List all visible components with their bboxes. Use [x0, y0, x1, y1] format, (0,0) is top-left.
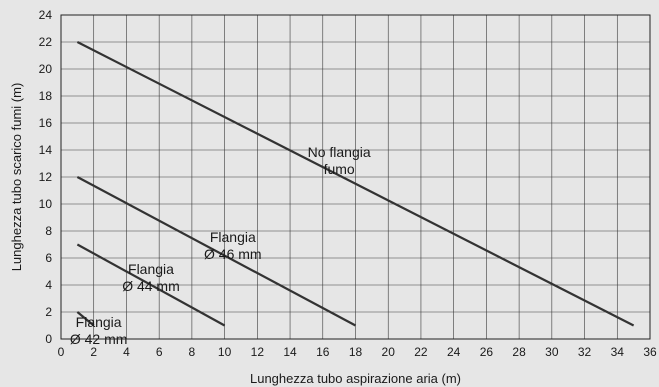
x-tick-label: 0	[58, 345, 65, 359]
series-label: No flangia fumo	[308, 144, 371, 177]
x-tick-label: 6	[156, 345, 163, 359]
y-tick-label: 8	[45, 224, 52, 238]
y-tick-label: 20	[39, 62, 53, 76]
x-tick-label: 8	[189, 345, 196, 359]
x-tick-label: 36	[643, 345, 657, 359]
x-tick-label: 20	[382, 345, 396, 359]
x-tick-label: 34	[611, 345, 625, 359]
x-tick-label: 28	[512, 345, 526, 359]
x-tick-label: 26	[480, 345, 494, 359]
series-label: Flangia Ø 42 mm	[70, 314, 128, 347]
y-tick-label: 12	[39, 170, 53, 184]
y-tick-label: 18	[39, 89, 53, 103]
x-tick-label: 32	[578, 345, 592, 359]
y-tick-label: 24	[39, 8, 53, 22]
series-line	[76, 243, 226, 327]
x-tick-label: 24	[447, 345, 461, 359]
x-tick-label: 12	[251, 345, 265, 359]
x-tick-label: 18	[349, 345, 363, 359]
series-labels: No flangia fumo Flangia Ø 46 mm Flangia Ø 44 …	[70, 144, 371, 347]
y-axis-label: Lunghezza tubo scarico fumi (m)	[9, 83, 24, 272]
x-tick-label: 16	[316, 345, 330, 359]
x-axis-label: Lunghezza tubo aspirazione aria (m)	[250, 371, 461, 386]
x-tick-label: 14	[283, 345, 297, 359]
x-tick-label: 4	[123, 345, 130, 359]
y-tick-label: 4	[45, 278, 52, 292]
y-tick-label: 16	[39, 116, 53, 130]
series-label: Flangia Ø 44 mm	[122, 261, 180, 294]
plot-frame	[60, 14, 651, 340]
x-tick-label: 10	[218, 345, 232, 359]
series-line	[76, 41, 635, 327]
y-tick-label: 22	[39, 35, 53, 49]
y-tick-label: 10	[39, 197, 53, 211]
series-line	[76, 311, 95, 327]
y-tick-label: 0	[45, 332, 52, 346]
y-tick-label: 2	[45, 305, 52, 319]
x-tick-label: 22	[414, 345, 428, 359]
y-tick-label: 14	[39, 143, 53, 157]
tick-labels: 0 2 4 6 8 10 12 14 16 18 20 22 24 26 28 30 32 34 360246810…	[39, 8, 657, 359]
y-tick-label: 6	[45, 251, 52, 265]
series	[76, 41, 635, 327]
series-line	[76, 176, 357, 327]
series-label: Flangia Ø 46 mm	[204, 229, 262, 262]
x-tick-label: 30	[545, 345, 559, 359]
x-tick-label: 2	[90, 345, 97, 359]
